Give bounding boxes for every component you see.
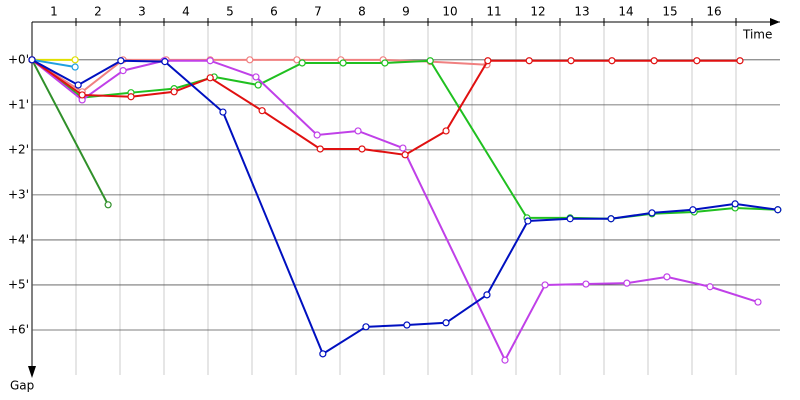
series-point (623, 279, 631, 287)
series-point (442, 127, 450, 135)
series-point (567, 57, 575, 65)
series-point (246, 56, 254, 64)
series-point (607, 215, 615, 223)
series-point (648, 209, 656, 217)
series-point (254, 81, 262, 89)
series-point (354, 127, 362, 135)
series-point (608, 57, 616, 65)
series-point (582, 280, 590, 288)
x-tick-label: 14 (618, 5, 633, 19)
series-point (78, 91, 86, 99)
x-tick-label: 5 (226, 5, 234, 19)
series-point (693, 57, 701, 65)
series-point (71, 56, 79, 64)
series-point (339, 59, 347, 67)
x-tick-label: 4 (182, 5, 190, 19)
x-tick-label: 1 (50, 5, 58, 19)
series-point (401, 151, 409, 159)
series-point (117, 57, 125, 65)
x-axis-arrow (770, 18, 780, 26)
series-point (483, 291, 491, 299)
x-tick-label: 8 (358, 5, 366, 19)
x-tick-label: 11 (486, 5, 501, 19)
series-point (484, 57, 492, 65)
series-point (127, 93, 135, 101)
series-point (541, 281, 549, 289)
series-point (754, 298, 762, 306)
series-point (71, 63, 79, 71)
series-point (362, 323, 370, 331)
y-tick-label: +1' (8, 97, 29, 111)
y-axis-label: Gap (10, 379, 34, 393)
x-tick-label: 16 (706, 5, 721, 19)
series-point (298, 59, 306, 67)
x-tick-label: 9 (402, 5, 410, 19)
series-point (731, 200, 739, 208)
y-tick-label: +2' (8, 142, 29, 156)
series-point (381, 59, 389, 67)
x-tick-label: 6 (270, 5, 278, 19)
x-tick-label: 3 (138, 5, 146, 19)
series-point (104, 201, 112, 209)
series-line (31, 58, 778, 356)
series-point (706, 283, 714, 291)
series-point (663, 273, 671, 281)
series-point (119, 67, 127, 75)
series-point (426, 57, 434, 65)
series-point (525, 57, 533, 65)
series-point (358, 145, 366, 153)
y-tick-label: +5' (8, 277, 29, 291)
series-point (206, 74, 214, 82)
series-point (442, 319, 450, 327)
series-point (316, 145, 324, 153)
series-point (28, 56, 36, 64)
series-point (74, 81, 82, 89)
series-point (774, 206, 782, 214)
series-point (501, 356, 509, 364)
y-tick-label: +0' (8, 52, 29, 66)
y-tick-label: +6' (8, 322, 29, 336)
series-point (258, 107, 266, 115)
series-point (252, 73, 260, 81)
series-point (206, 57, 214, 65)
x-axis-label: Time (742, 28, 772, 42)
series-point (689, 206, 697, 214)
y-tick-label: +4' (8, 232, 29, 246)
series-line (31, 58, 76, 69)
series-point (650, 57, 658, 65)
series-point (170, 88, 178, 96)
x-tick-label: 7 (314, 5, 322, 19)
series-line (31, 59, 759, 363)
y-tick-label: +3' (8, 187, 29, 201)
x-tick-label: 10 (442, 5, 457, 19)
series-point (524, 217, 532, 225)
x-tick-label: 15 (662, 5, 677, 19)
series-point (161, 58, 169, 66)
series-line (31, 59, 110, 206)
series-point (293, 56, 301, 64)
series-point (403, 321, 411, 329)
x-tick-label: 13 (574, 5, 589, 19)
series-point (313, 131, 321, 139)
series-point (319, 350, 327, 358)
series-point (736, 57, 744, 65)
x-tick-label: 2 (94, 5, 102, 19)
series-point (399, 144, 407, 152)
series-point (566, 215, 574, 223)
y-axis-arrow (28, 366, 36, 378)
x-tick-label: 12 (530, 5, 545, 19)
series-point (219, 108, 227, 116)
